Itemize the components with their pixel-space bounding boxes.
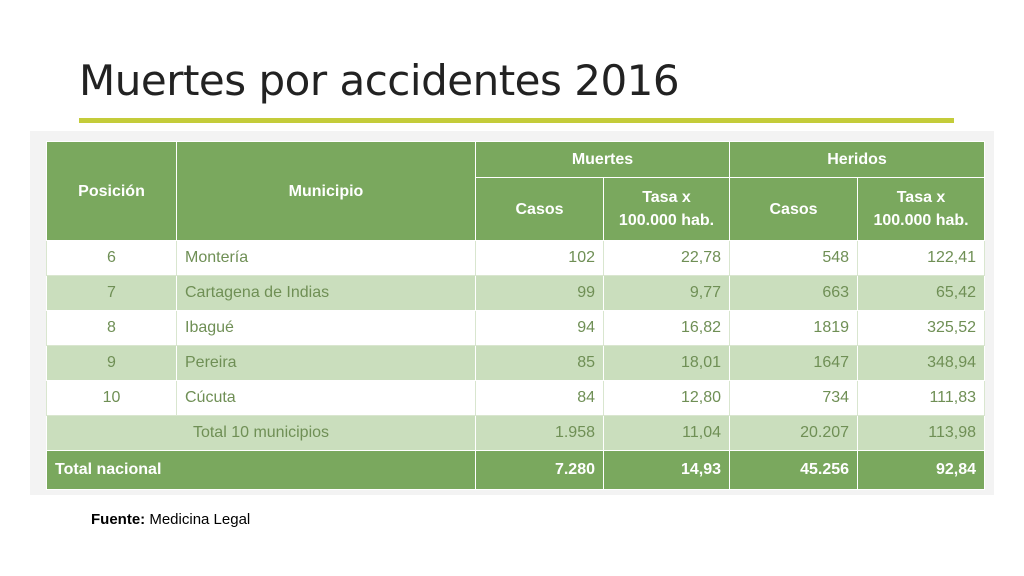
total-deaths-rate: 14,93 [602, 450, 731, 490]
table-row: 7 Cartagena de Indias 99 9,77 663 65,42 [46, 275, 986, 311]
cell-deaths-rate: 9,77 [602, 275, 731, 311]
cell-position: 9 [46, 345, 177, 381]
cell-deaths-rate: 16,82 [602, 310, 731, 346]
cell-injured-rate: 122,41 [857, 240, 986, 276]
cell-injured-cases: 1819 [729, 310, 859, 346]
subtotal-label: Total 10 municipios [46, 415, 476, 451]
table-row: 6 Montería 102 22,78 548 122,41 [46, 240, 986, 276]
cell-municipality: Ibagué [176, 310, 476, 346]
cell-position: 8 [46, 310, 177, 346]
header-injured: Heridos [729, 141, 986, 178]
cell-deaths-cases: 99 [475, 275, 604, 311]
table-row: 8 Ibagué 94 16,82 1819 325,52 [46, 310, 986, 346]
header-position: Posición [46, 141, 177, 241]
subtotal-injured-rate: 113,98 [857, 415, 986, 451]
subtotal-injured-cases: 20.207 [729, 415, 859, 451]
table-row: 9 Pereira 85 18,01 1647 348,94 [46, 345, 986, 381]
subtotal-deaths-cases: 1.958 [475, 415, 604, 451]
cell-municipality: Cúcuta [176, 380, 476, 416]
slide-title: Muertes por accidentes 2016 [79, 56, 680, 105]
header-rate-line1: Tasa x [896, 189, 946, 206]
header-row-top: Posición Municipio Muertes Heridos [46, 141, 986, 241]
header-rate-line2: 100.000 hab. [873, 212, 969, 229]
cell-deaths-cases: 84 [475, 380, 604, 416]
cell-position: 10 [46, 380, 177, 416]
cell-deaths-cases: 94 [475, 310, 604, 346]
header-rate-line2: 100.000 hab. [618, 212, 715, 229]
cell-deaths-cases: 102 [475, 240, 604, 276]
source-text: Medicina Legal [149, 511, 251, 528]
title-underline [79, 118, 954, 123]
header-deaths: Muertes [474, 141, 731, 178]
cell-municipality: Montería [176, 240, 476, 276]
cell-municipality: Cartagena de Indias [176, 275, 476, 311]
cell-deaths-cases: 85 [475, 345, 604, 381]
cell-injured-cases: 734 [729, 380, 859, 416]
header-rate-line1: Tasa x [642, 189, 691, 206]
source-label: Fuente: [91, 511, 146, 528]
cell-injured-cases: 1647 [729, 345, 859, 381]
cell-position: 6 [46, 240, 177, 276]
total-label: Total nacional [46, 450, 476, 490]
total-row: Total nacional 7.280 14,93 45.256 92,84 [46, 450, 986, 490]
total-injured-cases: 45.256 [729, 450, 859, 490]
cell-injured-cases: 548 [729, 240, 859, 276]
cell-injured-rate: 325,52 [857, 310, 986, 346]
header-municipality: Municipio [176, 141, 476, 241]
header-row-sub: Casos Tasa x 100.000 hab. Casos Tasa x 1… [47, 177, 986, 241]
subtotal-row: Total 10 municipios 1.958 11,04 20.207 1… [46, 415, 986, 451]
total-injured-rate: 92,84 [857, 450, 986, 490]
cell-deaths-rate: 22,78 [602, 240, 731, 276]
cell-injured-cases: 663 [729, 275, 859, 311]
header-injured-rate: Tasa x 100.000 hab. [857, 177, 986, 241]
cell-position: 7 [46, 275, 177, 311]
source-note: Fuente: Medicina Legal [91, 511, 250, 528]
cell-injured-rate: 348,94 [857, 345, 986, 381]
cell-deaths-rate: 12,80 [602, 380, 731, 416]
header-deaths-cases: Casos [475, 177, 604, 241]
total-deaths-cases: 7.280 [475, 450, 604, 490]
subtotal-deaths-rate: 11,04 [602, 415, 731, 451]
accidents-table: Posición Municipio Muertes Heridos Casos… [46, 141, 986, 490]
table-row: 10 Cúcuta 84 12,80 734 111,83 [46, 380, 986, 416]
cell-deaths-rate: 18,01 [602, 345, 731, 381]
header-deaths-rate: Tasa x 100.000 hab. [602, 177, 731, 241]
cell-injured-rate: 111,83 [857, 380, 986, 416]
cell-injured-rate: 65,42 [857, 275, 986, 311]
cell-municipality: Pereira [176, 345, 476, 381]
header-injured-cases: Casos [729, 177, 859, 241]
